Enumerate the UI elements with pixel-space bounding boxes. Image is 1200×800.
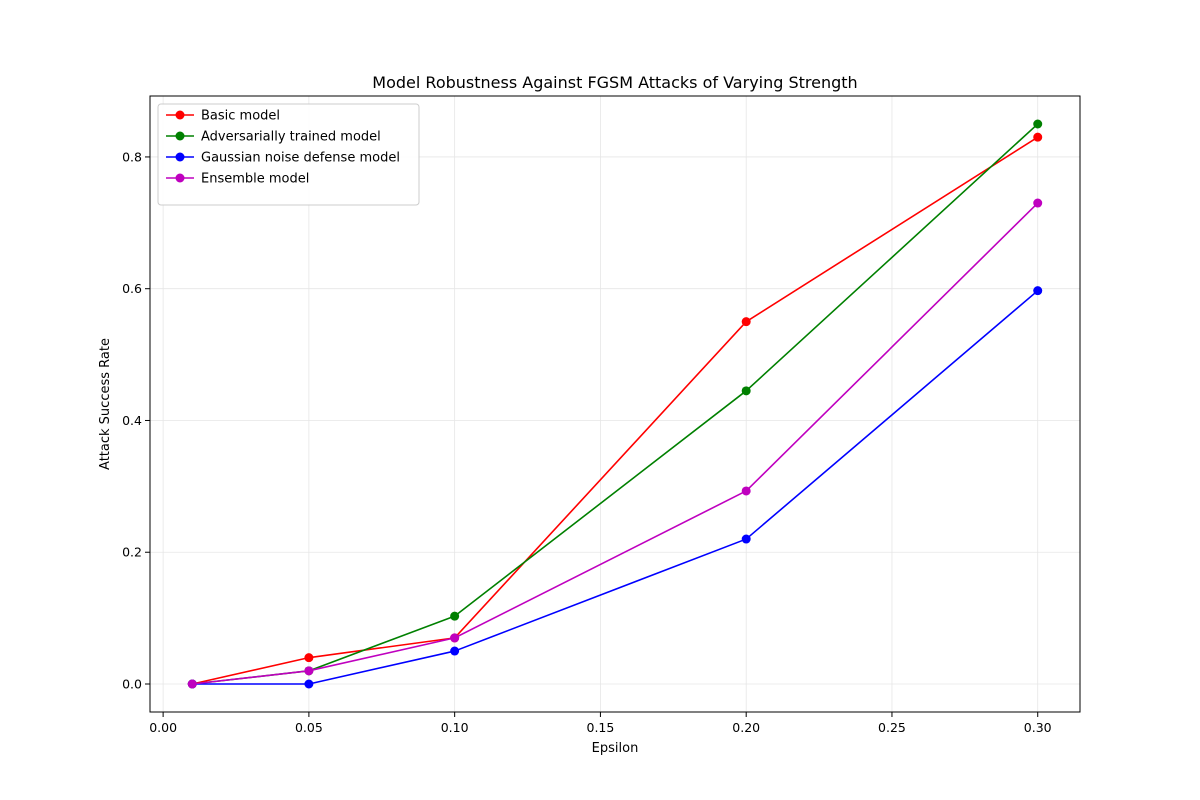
x-tick-label: 0.05 <box>295 720 323 735</box>
y-tick-label: 0.6 <box>122 281 142 296</box>
legend-entry: Ensemble model <box>166 172 309 187</box>
legend-marker <box>175 110 185 120</box>
data-point <box>1033 286 1043 296</box>
legend-label: Basic model <box>201 109 280 124</box>
legend-marker <box>175 131 185 141</box>
data-point <box>304 679 314 689</box>
y-tick-label: 0.2 <box>122 545 142 560</box>
axis-ticks: 0.00 0.05 0.10 0.15 0.20 0.25 0.30 0.0 0.2 0.4 0.6… <box>122 149 1052 735</box>
data-point <box>450 633 460 643</box>
data-point <box>741 317 751 327</box>
y-tick-label: 0.0 <box>122 677 142 692</box>
x-tick-label: 0.10 <box>441 720 469 735</box>
legend-marker <box>175 152 185 162</box>
legend-marker <box>175 173 185 183</box>
data-point <box>1033 198 1043 208</box>
x-axis-label: Epsilon <box>592 741 639 756</box>
data-point <box>304 653 314 663</box>
y-tick-label: 0.4 <box>122 413 142 428</box>
series-layer <box>187 119 1043 689</box>
data-point <box>450 611 460 621</box>
data-point <box>450 646 460 656</box>
legend-box <box>157 103 420 206</box>
data-point <box>304 666 314 676</box>
series-line <box>192 290 1039 685</box>
legend-label: Ensemble model <box>201 172 309 187</box>
x-tick-label: 0.15 <box>587 720 615 735</box>
data-point <box>741 486 751 496</box>
data-point <box>741 534 751 544</box>
data-point <box>187 679 197 689</box>
x-tick-label: 0.30 <box>1024 720 1052 735</box>
series-line <box>192 136 1039 685</box>
y-tick-label: 0.8 <box>122 149 142 164</box>
series-1 <box>187 132 1043 689</box>
x-tick-label: 0.20 <box>732 720 760 735</box>
legend-entry: Basic model <box>166 109 280 124</box>
series-line <box>192 202 1039 685</box>
y-axis-label: Attack Success Rate <box>98 338 113 470</box>
x-tick-label: 0.25 <box>878 720 906 735</box>
x-tick-label: 0.00 <box>149 720 177 735</box>
legend-label: Adversarially trained model <box>201 130 381 145</box>
legend-entry: Gaussian noise defense model <box>166 151 400 166</box>
legend-entry: Adversarially trained model <box>166 130 381 145</box>
data-point <box>1033 119 1043 129</box>
series-4 <box>187 198 1043 689</box>
legend: Basic model Adversarially trained model Ga… <box>157 103 420 206</box>
series-3 <box>187 286 1043 689</box>
plot-area-frame <box>149 95 1081 713</box>
chart-title: Model Robustness Against FGSM Attacks of… <box>372 73 857 92</box>
data-point <box>1033 132 1043 142</box>
data-point <box>741 386 751 396</box>
series-line <box>192 123 1039 685</box>
legend-label: Gaussian noise defense model <box>201 151 400 166</box>
